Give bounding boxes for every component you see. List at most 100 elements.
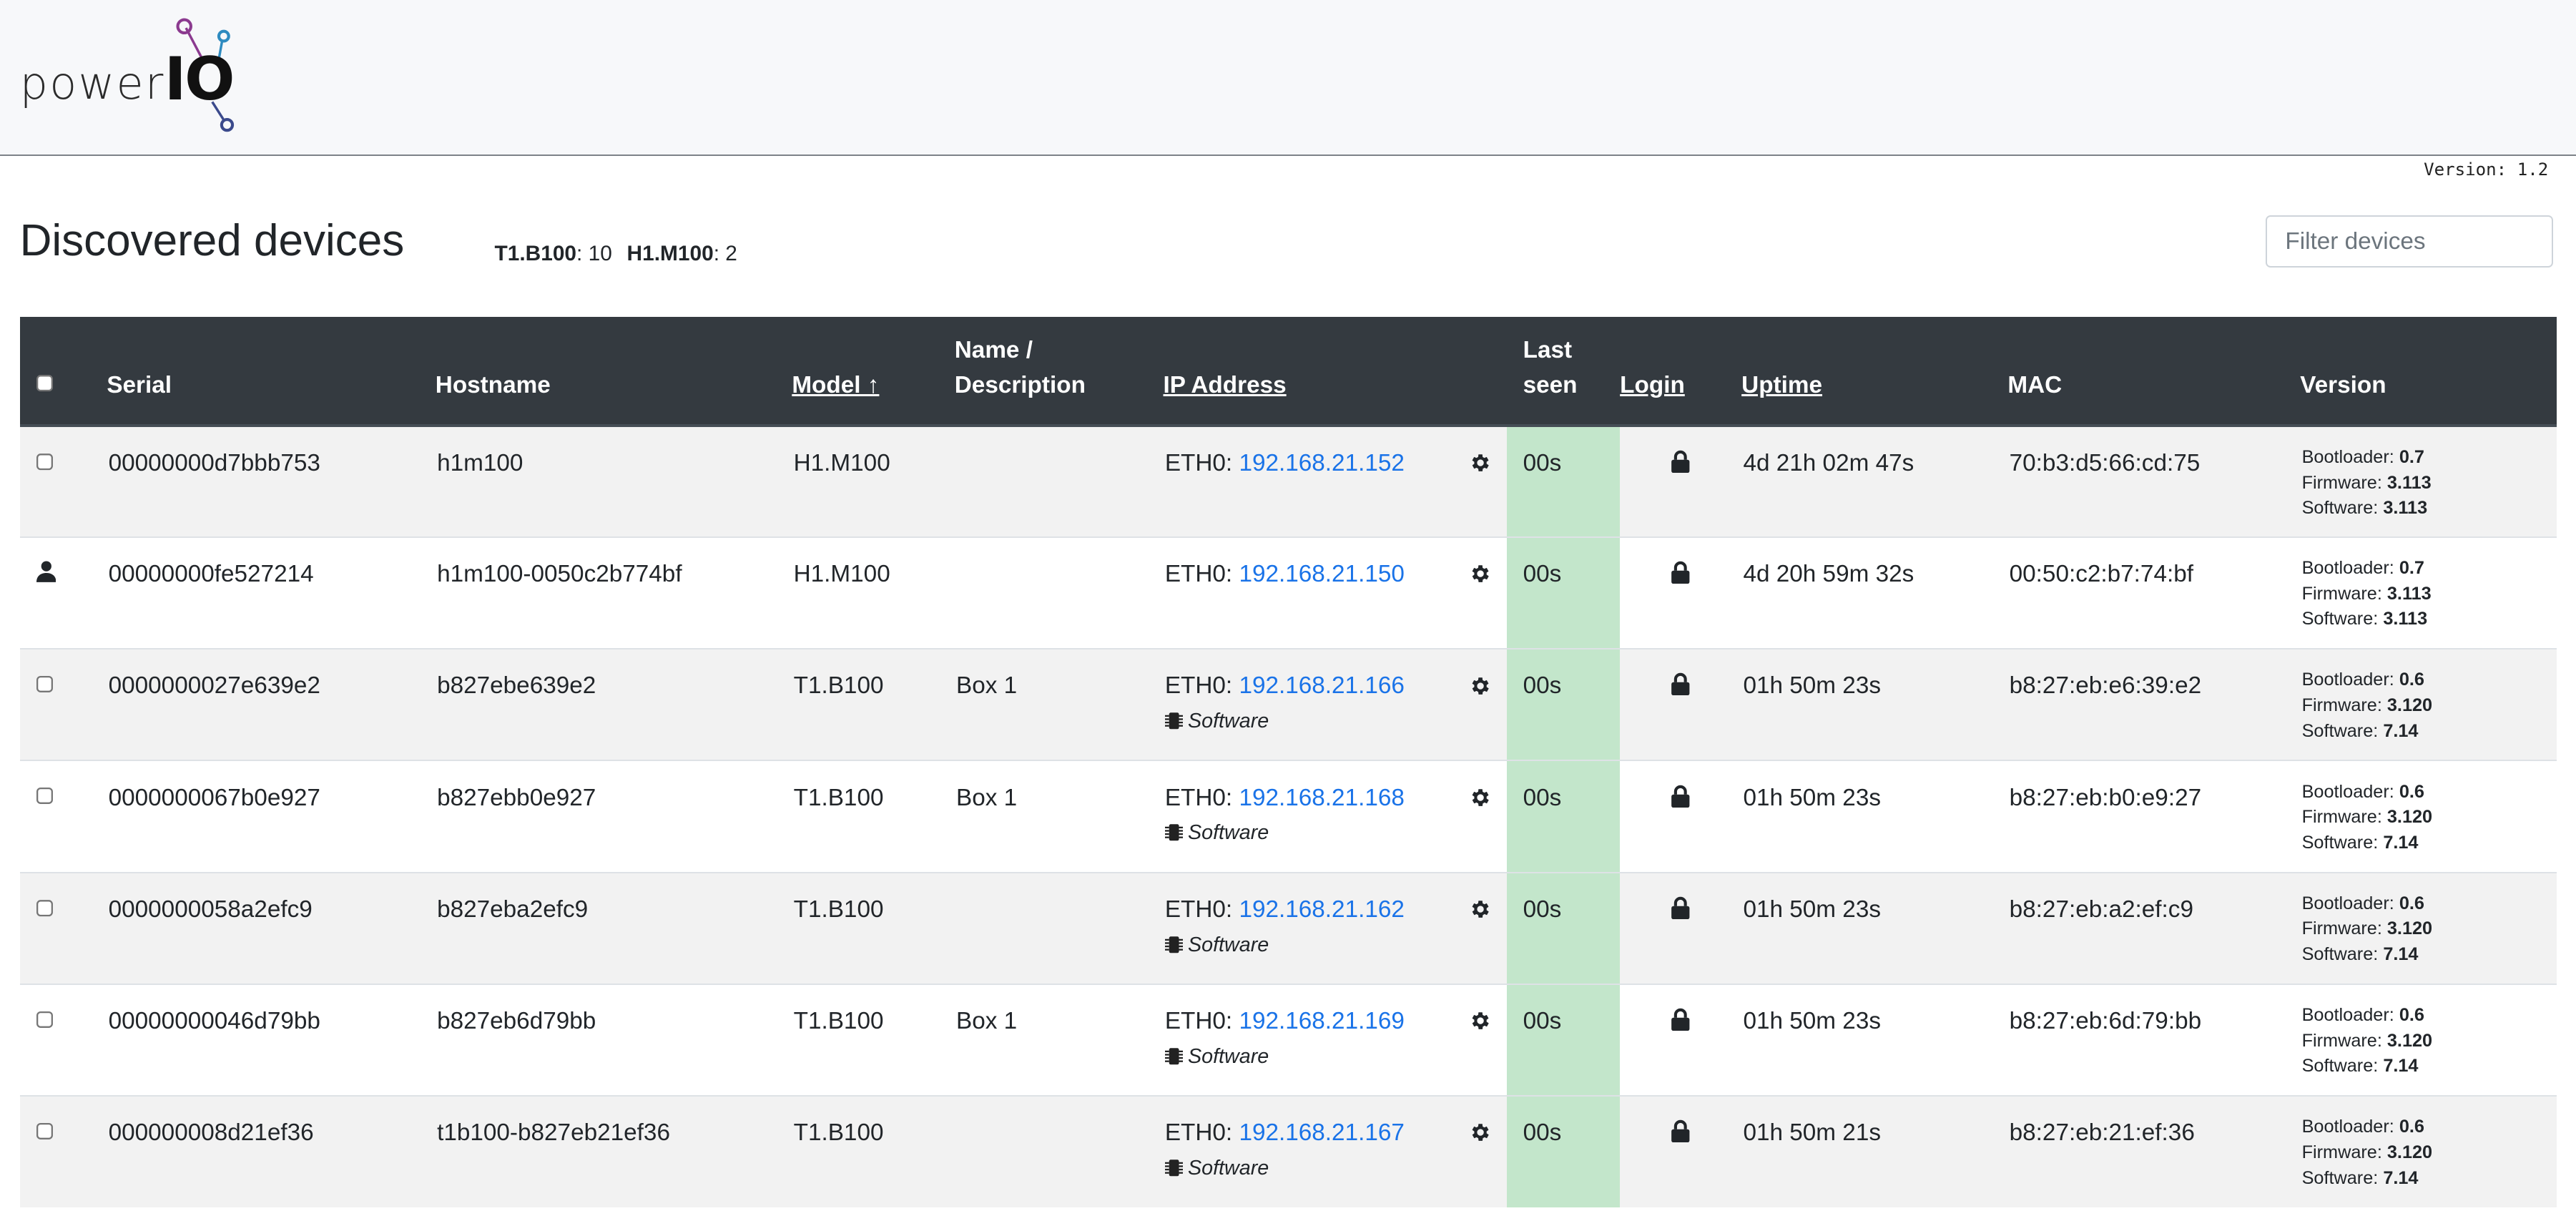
table-row[interactable]: 0000000067b0e927 b827ebb0e927 T1.B100 Bo… [19, 760, 2557, 873]
bootloader-version: Bootloader: 0.6 [2301, 670, 2424, 690]
lock-icon[interactable] [1671, 450, 1691, 474]
chip-icon [1164, 936, 1184, 953]
name-description-cell: Box 1 [954, 760, 1164, 873]
settings-cell [1467, 536, 1507, 649]
lock-icon[interactable] [1671, 672, 1691, 696]
table-row[interactable]: 00000000d7bbb753 h1m100 H1.M100 ETH0: 19… [19, 424, 2557, 537]
ip-address-cell: ETH0: 192.168.21.169 Software [1163, 983, 1468, 1097]
eth-label: ETH0: [1164, 784, 1239, 811]
model-cell: T1.B100 [792, 871, 955, 984]
table-row[interactable]: 0000000058a2efc9 b827eba2efc9 T1.B100 ET… [19, 871, 2557, 984]
bootloader-version: Bootloader: 0.6 [2301, 781, 2424, 802]
table-row[interactable]: 000000008d21ef36 t1b100-b827eb21ef36 T1.… [19, 1095, 2557, 1208]
ip-address-cell: ETH0: 192.168.21.166 Software [1163, 648, 1468, 761]
col-login-sort[interactable]: Login [1620, 317, 1742, 427]
hostname-cell: b827ebb0e927 [435, 760, 792, 873]
lock-icon[interactable] [1671, 896, 1691, 919]
col-version: Version [2300, 317, 2557, 427]
eth-label: ETH0: [1164, 561, 1239, 588]
last-seen-cell: 00s [1506, 983, 1621, 1097]
gear-icon[interactable] [1469, 562, 1492, 585]
chip-icon [1164, 712, 1184, 730]
model-count-t1b100: T1.B100: 10 [494, 241, 612, 265]
ip-address-link[interactable]: 192.168.21.169 [1239, 1007, 1405, 1034]
eth-label: ETH0: [1164, 449, 1239, 476]
last-seen-cell: 00s [1506, 760, 1621, 873]
row-select-checkbox[interactable] [36, 788, 54, 806]
col-hostname: Hostname [435, 317, 792, 427]
filter-devices-input[interactable] [2266, 215, 2554, 268]
ip-address-link[interactable]: 192.168.21.150 [1239, 561, 1405, 588]
model-cell: T1.B100 [792, 648, 955, 761]
table-row[interactable]: 00000000fe527214 h1m100-0050c2b774bf H1.… [19, 536, 2557, 649]
hostname-cell: t1b100-b827eb21ef36 [435, 1095, 792, 1208]
uptime-cell: 4d 20h 59m 32s [1741, 536, 2008, 649]
firmware-version: Firmware: 3.113 [2301, 472, 2432, 493]
table-row[interactable]: 0000000027e639e2 b827ebe639e2 T1.B100 Bo… [19, 648, 2557, 761]
uptime-cell: 01h 50m 23s [1741, 983, 2008, 1097]
version-cell: Bootloader: 0.6 Firmware: 3.120 Software… [2300, 648, 2557, 761]
row-select-checkbox[interactable] [36, 675, 54, 695]
mac-cell: b8:27:eb:6d:79:bb [2007, 983, 2301, 1097]
software-tag-label: Software [1187, 1156, 1269, 1180]
gear-icon[interactable] [1469, 898, 1492, 921]
ip-address-cell: ETH0: 192.168.21.168 Software [1163, 760, 1468, 873]
ip-address-link[interactable]: 192.168.21.162 [1239, 896, 1405, 923]
logo-text-power: power [19, 57, 165, 110]
uptime-cell: 01h 50m 23s [1741, 648, 2008, 761]
settings-cell [1467, 1095, 1507, 1208]
firmware-version: Firmware: 3.120 [2301, 807, 2433, 828]
software-version: Software: 7.14 [2301, 944, 2419, 965]
name-description-cell [954, 1095, 1164, 1208]
settings-cell [1467, 760, 1507, 873]
bootloader-version: Bootloader: 0.7 [2301, 558, 2424, 579]
ip-address-link[interactable]: 192.168.21.168 [1239, 784, 1405, 811]
lock-icon[interactable] [1671, 785, 1691, 808]
model-cell: T1.B100 [792, 983, 955, 1097]
lock-icon[interactable] [1671, 561, 1691, 584]
software-tag: Software [1164, 1156, 1465, 1180]
gear-icon[interactable] [1469, 1009, 1492, 1032]
col-last-seen: Last seen [1506, 317, 1621, 427]
ip-address-link[interactable]: 192.168.21.152 [1239, 449, 1405, 476]
row-select-checkbox[interactable] [36, 1011, 54, 1029]
lock-icon[interactable] [1671, 1008, 1691, 1031]
table-header-row: Serial Hostname Model ↑ Name / Descriptio… [19, 317, 2557, 427]
name-description-cell [954, 871, 1164, 984]
gear-icon[interactable] [1469, 786, 1492, 809]
col-ip-address-sort[interactable]: IP Address [1163, 317, 1468, 427]
user-icon [36, 561, 56, 582]
col-serial: Serial [107, 317, 436, 427]
select-all-checkbox[interactable] [36, 374, 54, 393]
version-cell: Bootloader: 0.6 Firmware: 3.120 Software… [2300, 983, 2557, 1097]
ip-address-link[interactable]: 192.168.21.167 [1239, 1119, 1405, 1147]
settings-cell [1467, 871, 1507, 984]
row-select-checkbox[interactable] [36, 899, 54, 918]
eth-label: ETH0: [1164, 672, 1239, 700]
gear-icon[interactable] [1469, 675, 1492, 697]
logo-text-io: IO [164, 44, 235, 114]
software-tag: Software [1164, 1045, 1465, 1069]
settings-cell [1467, 424, 1507, 537]
lock-icon[interactable] [1671, 1119, 1691, 1143]
gear-icon[interactable] [1469, 1121, 1492, 1144]
mac-cell: b8:27:eb:e6:39:e2 [2007, 648, 2301, 761]
name-description-cell [954, 536, 1164, 649]
col-model-sort[interactable]: Model ↑ [792, 317, 955, 427]
version-cell: Bootloader: 0.6 Firmware: 3.120 Software… [2300, 871, 2557, 984]
table-row[interactable]: 00000000046d79bb b827eb6d79bb T1.B100 Bo… [19, 983, 2557, 1097]
ip-address-link[interactable]: 192.168.21.166 [1239, 672, 1405, 700]
firmware-version: Firmware: 3.120 [2301, 1030, 2433, 1051]
row-select-checkbox[interactable] [36, 453, 54, 471]
row-select-checkbox[interactable] [36, 1122, 54, 1142]
hostname-cell: b827eba2efc9 [435, 871, 792, 984]
software-tag: Software [1164, 710, 1465, 733]
col-uptime-sort[interactable]: Uptime [1741, 317, 2008, 427]
software-tag-label: Software [1187, 710, 1269, 733]
gear-icon[interactable] [1469, 451, 1492, 474]
powerio-logo[interactable]: power IO [20, 16, 250, 138]
mac-cell: 70:b3:d5:66:cd:75 [2007, 424, 2301, 537]
version-cell: Bootloader: 0.6 Firmware: 3.120 Software… [2300, 1095, 2557, 1208]
ip-address-cell: ETH0: 192.168.21.150 [1163, 536, 1468, 649]
uptime-cell: 01h 50m 23s [1741, 760, 2008, 873]
